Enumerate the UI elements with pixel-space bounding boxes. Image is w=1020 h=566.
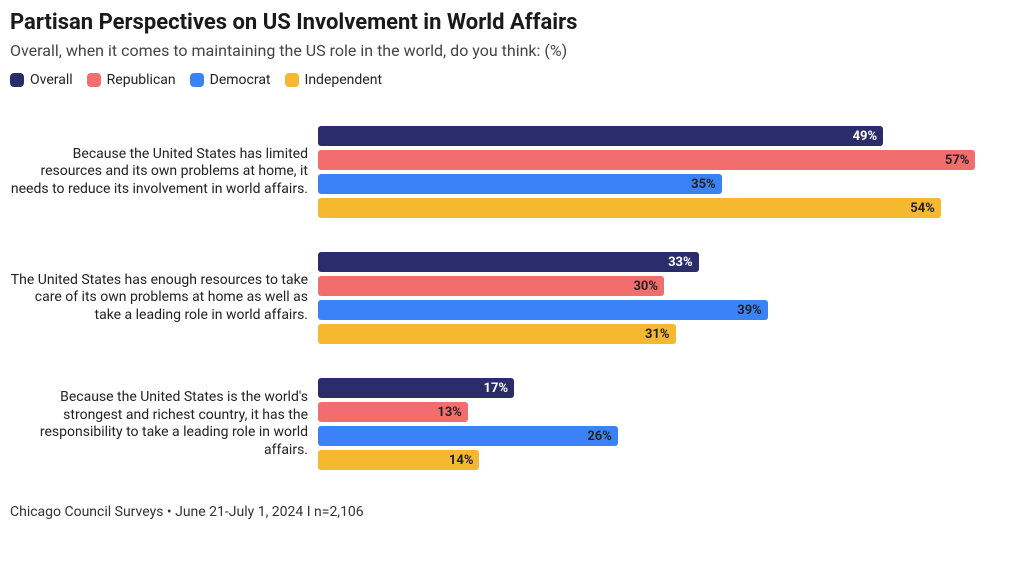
legend-item: Overall	[10, 72, 73, 88]
bar-row: 54%	[318, 198, 1010, 218]
chart-title: Partisan Perspectives on US Involvement …	[10, 10, 1010, 35]
bar: 57%	[318, 150, 975, 170]
bar-group: Because the United States is the world's…	[10, 378, 1010, 470]
bar: 54%	[318, 198, 941, 218]
bar-group: Because the United States has limited re…	[10, 126, 1010, 218]
chart-subtitle: Overall, when it comes to maintaining th…	[10, 41, 1010, 60]
bar-row: 39%	[318, 300, 1010, 320]
bar-value-label: 57%	[945, 153, 970, 168]
bar-value-label: 54%	[910, 201, 935, 216]
bar-value-label: 13%	[437, 405, 462, 420]
legend-label: Republican	[107, 72, 176, 88]
bar-row: 30%	[318, 276, 1010, 296]
bar: 35%	[318, 174, 722, 194]
bar-value-label: 17%	[484, 381, 509, 396]
legend-swatch	[285, 73, 299, 87]
legend-item: Republican	[87, 72, 176, 88]
legend-item: Democrat	[190, 72, 271, 88]
bar-row: 49%	[318, 126, 1010, 146]
group-label: Because the United States has limited re…	[10, 126, 318, 218]
legend-swatch	[10, 73, 24, 87]
bar: 26%	[318, 426, 618, 446]
bar: 13%	[318, 402, 468, 422]
bar-row: 17%	[318, 378, 1010, 398]
legend-label: Overall	[30, 72, 73, 88]
bar-value-label: 35%	[691, 177, 716, 192]
legend-label: Democrat	[210, 72, 271, 88]
legend: Overall Republican Democrat Independent	[10, 72, 1010, 88]
legend-label: Independent	[305, 72, 383, 88]
bar-value-label: 30%	[633, 279, 658, 294]
legend-swatch	[87, 73, 101, 87]
bar-value-label: 49%	[853, 129, 878, 144]
bar-row: 35%	[318, 174, 1010, 194]
bars-container: 49% 57% 35% 54%	[318, 126, 1010, 218]
bar-row: 26%	[318, 426, 1010, 446]
bars-container: 17% 13% 26% 14%	[318, 378, 1010, 470]
bar-row: 31%	[318, 324, 1010, 344]
bar: 49%	[318, 126, 883, 146]
legend-item: Independent	[285, 72, 383, 88]
legend-swatch	[190, 73, 204, 87]
bar-row: 57%	[318, 150, 1010, 170]
bar-row: 14%	[318, 450, 1010, 470]
bar: 17%	[318, 378, 514, 398]
bar-value-label: 33%	[668, 255, 693, 270]
bar-group: The United States has enough resources t…	[10, 252, 1010, 344]
bar-value-label: 39%	[737, 303, 762, 318]
bar-row: 13%	[318, 402, 1010, 422]
bars-container: 33% 30% 39% 31%	[318, 252, 1010, 344]
bar: 39%	[318, 300, 768, 320]
source-footer: Chicago Council Surveys • June 21-July 1…	[10, 504, 1010, 520]
group-label: The United States has enough resources t…	[10, 252, 318, 344]
bar-value-label: 14%	[449, 453, 474, 468]
chart-area: Because the United States has limited re…	[10, 126, 1010, 470]
bar-row: 33%	[318, 252, 1010, 272]
bar: 14%	[318, 450, 479, 470]
bar-value-label: 31%	[645, 327, 670, 342]
group-label: Because the United States is the world's…	[10, 378, 318, 470]
bar: 30%	[318, 276, 664, 296]
bar: 33%	[318, 252, 699, 272]
bar-value-label: 26%	[587, 429, 612, 444]
bar: 31%	[318, 324, 676, 344]
